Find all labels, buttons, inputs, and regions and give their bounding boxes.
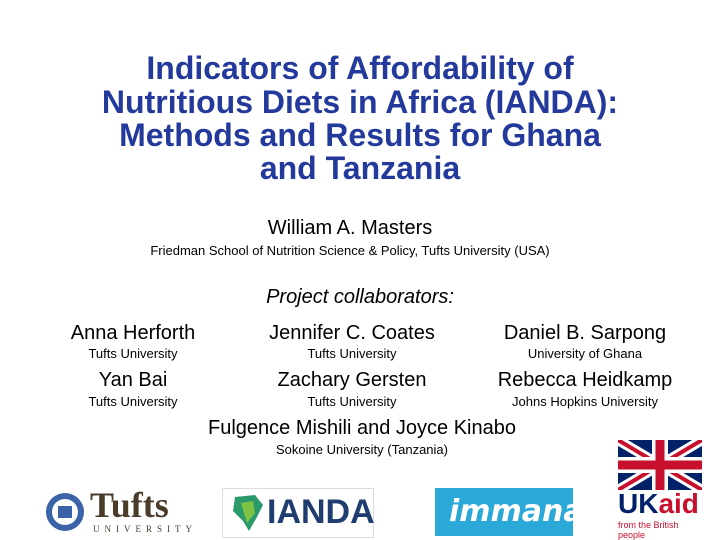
title-line: Nutritious Diets in Africa (IANDA): <box>101 84 619 120</box>
ukaid-logo: UKaid from the British people <box>615 435 705 540</box>
collaborator-name: Zachary Gersten <box>277 369 427 391</box>
collaborator-name: Anna Herforth <box>70 322 196 344</box>
collaborator-name: Yan Bai <box>98 369 168 391</box>
title-line: Indicators of Affordability of <box>146 50 574 86</box>
collaborator-affiliation: Tufts University <box>307 394 397 409</box>
ukaid-text: UKaid <box>618 490 699 518</box>
ianda-logo: IANDA <box>222 488 375 538</box>
tufts-name: Tufts <box>90 485 169 525</box>
aid: aid <box>658 488 699 519</box>
collaborator-name: Fulgence Mishili and Joyce Kinabo <box>208 417 516 439</box>
author: William A. Masters <box>267 217 433 239</box>
ukaid-sub: from the British people <box>618 520 679 540</box>
tufts-sub: UNIVERSITY <box>93 524 197 534</box>
collaborator-name: Daniel B. Sarpong <box>503 322 667 344</box>
collaborator-name: Rebecca Heidkamp <box>497 369 673 391</box>
affiliation: Friedman School of Nutrition Science & P… <box>150 243 550 258</box>
collaborator-affiliation: Tufts University <box>88 394 178 409</box>
title-line: Methods and Results for Ghana <box>119 117 601 153</box>
collaborators-heading: Project collaborators: <box>266 286 454 308</box>
ianda-name: IANDA <box>267 493 375 531</box>
collaborator-affiliation: Tufts University <box>307 346 397 361</box>
collaborator-affiliation: Johns Hopkins University <box>512 394 658 409</box>
tufts-seal <box>46 493 84 531</box>
collaborator-affiliation: Sokoine University (Tanzania) <box>276 442 448 457</box>
collaborator-name: Jennifer C. Coates <box>269 322 435 344</box>
uk: UK <box>618 488 659 519</box>
title-line: and Tanzania <box>259 150 461 186</box>
collaborator-affiliation: Tufts University <box>88 346 178 361</box>
union-flag <box>615 435 705 495</box>
immana-logo: immana <box>435 488 584 536</box>
collaborator-affiliation: University of Ghana <box>527 346 643 361</box>
immana-name: immana <box>449 494 584 529</box>
tufts-logo: Tufts UNIVERSITY <box>45 485 192 536</box>
africa-icon <box>233 495 263 531</box>
